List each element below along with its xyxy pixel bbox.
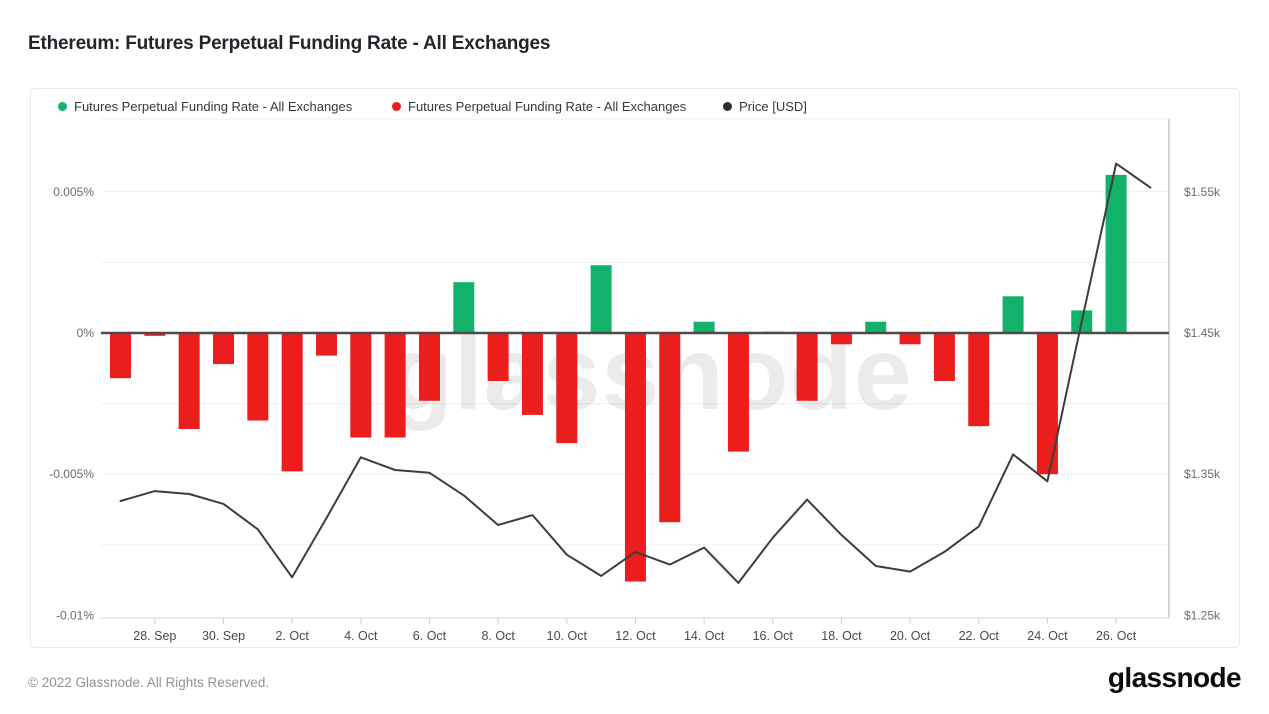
y-axis-label-right: $1.25k bbox=[1184, 608, 1221, 622]
x-axis-label: 8. Oct bbox=[481, 629, 515, 643]
x-axis-label: 2. Oct bbox=[275, 629, 309, 643]
funding-bar-15-oct bbox=[727, 333, 749, 452]
legend-label: Futures Perpetual Funding Rate - All Exc… bbox=[74, 98, 353, 114]
funding-bar-24-oct bbox=[1036, 333, 1058, 475]
funding-bar-23-oct bbox=[1002, 296, 1024, 333]
legend-label: Futures Perpetual Funding Rate - All Exc… bbox=[408, 98, 687, 114]
funding-bar-10-oct bbox=[556, 333, 578, 444]
funding-bar-1-oct bbox=[247, 333, 269, 421]
funding-bar-30-sep bbox=[212, 333, 234, 365]
funding-bar-7-oct bbox=[453, 282, 475, 333]
y-axis-label-left: 0% bbox=[77, 326, 95, 340]
x-axis-label: 22. Oct bbox=[959, 629, 1000, 643]
glassnode-watermark: glassnode bbox=[389, 316, 912, 432]
funding-bar-27-sep bbox=[110, 333, 131, 379]
y-axis-label-left: -0.01% bbox=[56, 608, 94, 622]
legend-label: Price [USD] bbox=[739, 98, 807, 114]
page-title: Ethereum: Futures Perpetual Funding Rate… bbox=[28, 33, 551, 54]
funding-bar-12-oct bbox=[624, 333, 646, 582]
x-axis-label: 16. Oct bbox=[753, 629, 794, 643]
chart-card: glassnode 0.005% 0% -0.005% -0.01% $1.55k $1.4… bbox=[30, 88, 1240, 648]
x-axis-label: 20. Oct bbox=[890, 629, 931, 643]
x-axis-label: 28. Sep bbox=[133, 629, 176, 643]
funding-bar-4-oct bbox=[350, 333, 372, 438]
y-axis-label-right: $1.45k bbox=[1184, 326, 1221, 340]
series-dot-icon bbox=[58, 101, 67, 111]
funding-bar-3-oct bbox=[315, 333, 337, 356]
funding-bar-20-oct bbox=[899, 333, 921, 345]
funding-bar-11-oct bbox=[590, 265, 612, 333]
funding-bar-29-sep bbox=[178, 333, 200, 430]
legend-item-price-usd[interactable]: Price [USD] bbox=[723, 98, 807, 114]
funding-bar-22-oct bbox=[968, 333, 990, 427]
legend-item-funding-rate-positive[interactable]: Futures Perpetual Funding Rate - All Exc… bbox=[58, 98, 352, 114]
funding-bar-28-sep bbox=[144, 333, 166, 336]
funding-bar-13-oct bbox=[659, 333, 681, 523]
x-axis-label: 26. Oct bbox=[1096, 629, 1137, 643]
funding-bar-8-oct bbox=[487, 333, 509, 382]
series-dot-icon bbox=[723, 101, 732, 111]
x-axis-label: 14. Oct bbox=[684, 629, 725, 643]
x-axis-label: 4. Oct bbox=[344, 629, 378, 643]
funding-bar-17-oct bbox=[796, 333, 818, 401]
y-axis-label-right: $1.55k bbox=[1184, 185, 1221, 199]
series-dot-icon bbox=[392, 101, 401, 111]
x-axis-label: 10. Oct bbox=[547, 629, 588, 643]
x-axis-label: 12. Oct bbox=[615, 629, 656, 643]
y-axis-label-left: 0.005% bbox=[53, 185, 94, 199]
funding-bar-6-oct bbox=[418, 333, 440, 401]
legend-item-funding-rate-negative[interactable]: Futures Perpetual Funding Rate - All Exc… bbox=[392, 98, 686, 114]
funding-bar-21-oct bbox=[933, 333, 955, 382]
funding-bar-9-oct bbox=[521, 333, 543, 415]
x-axis-label: 6. Oct bbox=[413, 629, 447, 643]
y-axis-label-left: -0.005% bbox=[49, 467, 94, 481]
funding-bar-26-oct bbox=[1105, 174, 1127, 333]
funding-bar-5-oct bbox=[384, 333, 406, 438]
y-axis-label-right: $1.35k bbox=[1184, 467, 1221, 481]
x-axis-label: 24. Oct bbox=[1027, 629, 1068, 643]
x-axis-label: 18. Oct bbox=[821, 629, 862, 643]
funding-bar-14-oct bbox=[693, 321, 715, 333]
footer-copyright: © 2022 Glassnode. All Rights Reserved. bbox=[28, 675, 270, 690]
glassnode-logo: glassnode bbox=[1107, 662, 1242, 693]
x-axis-label: 30. Sep bbox=[202, 629, 245, 643]
price-line bbox=[119, 162, 1152, 584]
chart-plot-area[interactable]: glassnode 0.005% 0% -0.005% -0.01% $1.55k $1.4… bbox=[31, 89, 1241, 649]
funding-bar-2-oct bbox=[281, 333, 303, 472]
funding-bar-19-oct bbox=[865, 321, 887, 333]
funding-bar-18-oct bbox=[830, 333, 852, 345]
